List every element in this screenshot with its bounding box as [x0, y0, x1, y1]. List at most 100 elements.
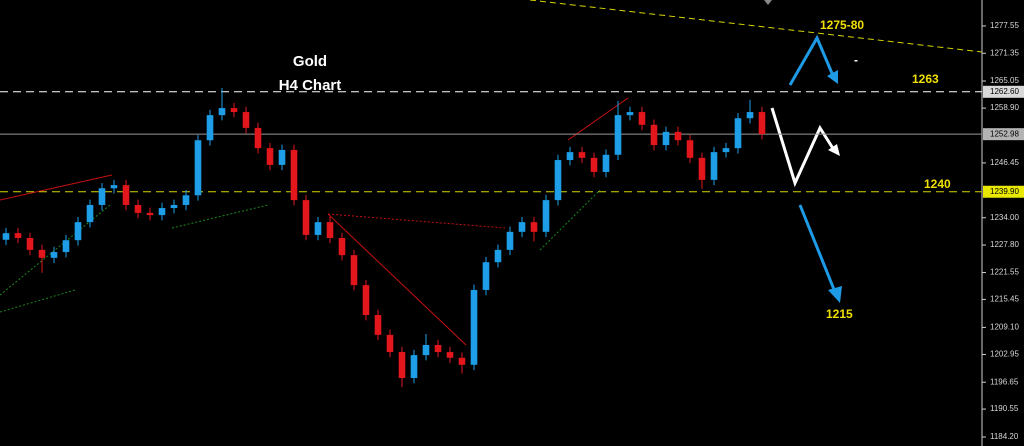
chart-subtitle: H4 Chart — [279, 77, 342, 94]
candle-body — [662, 131, 670, 146]
candle-body — [98, 188, 106, 205]
candle-body — [86, 204, 94, 223]
candle-body — [350, 255, 358, 286]
candle-body — [218, 108, 226, 116]
price-label: 1262.60 — [990, 87, 1019, 96]
y-tick-label: 1209.10 — [990, 322, 1019, 331]
candle-body — [530, 222, 538, 232]
candle-body — [206, 115, 214, 141]
annotation: 1215 — [826, 307, 853, 321]
annotation: - — [854, 53, 858, 67]
candle-body — [518, 222, 526, 232]
candle-body — [602, 154, 610, 172]
price-label-box — [983, 185, 1024, 198]
candle-body — [650, 124, 658, 146]
candle-body — [446, 352, 454, 358]
candle-body — [74, 222, 82, 241]
candle-body — [470, 289, 478, 365]
candle-body — [278, 149, 286, 165]
y-tick-label: 1215.45 — [990, 295, 1019, 304]
candle-body — [422, 344, 430, 356]
candle-body — [38, 249, 46, 258]
trend-line — [529, 0, 983, 53]
candle-body — [230, 108, 238, 113]
arrowhead — [828, 286, 842, 303]
y-tick-label: 1258.90 — [990, 103, 1019, 112]
candle-body — [638, 112, 646, 125]
arrow — [788, 34, 836, 86]
candle-body — [506, 231, 514, 250]
candle-body — [674, 131, 682, 141]
y-tick-label: 1234.00 — [990, 213, 1019, 222]
candle-body — [326, 222, 334, 238]
trend-line — [171, 204, 269, 229]
candle-body — [290, 149, 298, 201]
candle-body — [158, 208, 166, 216]
candle-body — [182, 195, 190, 205]
candle-body — [686, 140, 694, 158]
candle-body — [62, 240, 70, 253]
candle-body — [614, 115, 622, 155]
candle-body — [698, 157, 706, 180]
candle-body — [242, 112, 250, 128]
trend-line — [0, 174, 113, 201]
trend-line — [0, 289, 76, 313]
trend-line — [327, 213, 467, 346]
candle-body — [14, 233, 22, 238]
y-tick-label: 1246.45 — [990, 158, 1019, 167]
candle-body — [386, 334, 394, 353]
chart-title: Gold — [293, 53, 327, 70]
y-tick-label: 1221.55 — [990, 268, 1019, 277]
candle-body — [50, 252, 58, 258]
candle-body — [734, 118, 742, 149]
candle-body — [266, 148, 274, 165]
y-tick-label: 1227.80 — [990, 240, 1019, 249]
candle-body — [566, 152, 574, 161]
candle-body — [134, 204, 142, 213]
candle-body — [170, 204, 178, 209]
annotation: 1240 — [924, 177, 951, 191]
annotation: 1263 — [912, 72, 939, 86]
y-tick-label: 1271.35 — [990, 48, 1019, 57]
candle-body — [722, 148, 730, 153]
y-tick-label: 1202.95 — [990, 350, 1019, 359]
candle-body — [110, 185, 118, 189]
annotation: 1275-80 — [820, 18, 864, 32]
candle-body — [434, 344, 442, 353]
candle-body — [2, 233, 10, 240]
candle-body — [122, 185, 130, 205]
candle-body — [314, 222, 322, 235]
price-label-box — [983, 128, 1024, 141]
candle-body — [338, 237, 346, 256]
candle-body — [542, 200, 550, 232]
candle-body — [26, 237, 34, 250]
candle-body — [458, 357, 466, 365]
candle-body — [302, 200, 310, 235]
candle-body — [710, 152, 718, 180]
arrow — [770, 107, 836, 188]
y-tick-label: 1196.65 — [990, 377, 1019, 386]
arrow — [798, 204, 837, 293]
arrowhead — [828, 144, 840, 156]
y-tick-label: 1265.05 — [990, 76, 1019, 85]
price-label: 1252.98 — [990, 129, 1019, 138]
candle-body — [254, 127, 262, 149]
candle-body — [374, 315, 382, 335]
y-tick-label: 1277.55 — [990, 21, 1019, 30]
candle-body — [362, 285, 370, 316]
plot — [0, 87, 982, 388]
candle-body — [146, 212, 154, 216]
arrowhead — [827, 70, 838, 84]
candle-body — [758, 112, 766, 135]
candle-body — [554, 160, 562, 201]
trend-line — [327, 213, 506, 229]
candle-body — [578, 152, 586, 158]
candle-body — [746, 112, 754, 119]
price-label: 1239.90 — [990, 187, 1019, 196]
y-tick-label: 1184.20 — [990, 432, 1019, 441]
candle-body — [194, 140, 202, 196]
candle-body — [482, 262, 490, 290]
candle-body — [410, 355, 418, 379]
